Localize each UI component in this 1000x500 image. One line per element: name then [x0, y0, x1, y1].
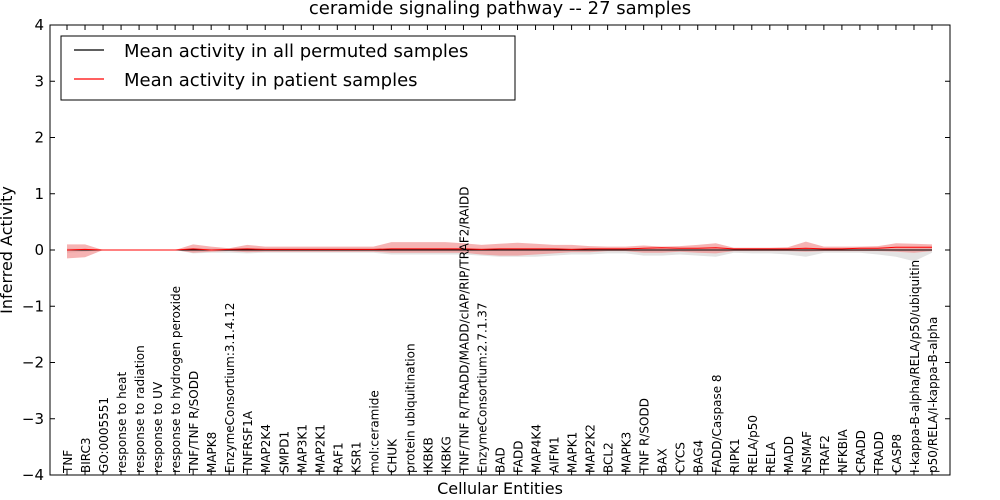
x-tick-label: MAP4K4: [530, 424, 544, 473]
x-tick-label: TNFRSF1A: [241, 410, 255, 474]
x-tick-label: response to UV: [151, 381, 165, 473]
x-tick-label: FADD/Caspase 8: [710, 374, 724, 473]
x-tick-label: MAP2K1: [313, 424, 327, 473]
legend: Mean activity in all permuted samples Me…: [60, 35, 516, 101]
series-lines: [66, 246, 932, 251]
line-series-1: [66, 246, 932, 251]
x-tick-label: I-kappa-B-alpha/RELA/p50/ubiquitin: [908, 260, 922, 473]
x-tick-label: GO:0005551: [97, 397, 111, 473]
x-tick-label: NFKBIA: [836, 428, 850, 473]
y-tick-label: 3: [34, 72, 44, 90]
y-tick-label: 4: [34, 16, 44, 34]
x-tick-label: MAPK8: [205, 432, 219, 473]
chart-title: ceramide signaling pathway -- 27 samples: [309, 0, 691, 19]
x-tick-label: MAP3K1: [295, 424, 309, 473]
x-tick-label: MADD: [782, 436, 796, 473]
x-tick-label: RELA/p50: [746, 415, 760, 473]
x-tick-label: MAPK1: [566, 432, 580, 473]
x-tick-label: TRAF2: [818, 435, 832, 474]
x-tick-label: response to heat: [115, 371, 129, 473]
x-tick-label: CRADD: [854, 430, 868, 473]
y-axis-ticks: 4 3 2 1 0 −1 −2 −3 −4: [22, 16, 950, 484]
x-tick-label: BCL2: [602, 442, 616, 473]
y-tick-label: −4: [22, 466, 44, 484]
x-tick-label: BAX: [656, 448, 670, 473]
x-tick-label: NSMAF: [800, 431, 814, 473]
legend-box: [60, 35, 516, 101]
y-tick-label: 1: [34, 185, 44, 203]
x-tick-label: BAD: [494, 447, 508, 473]
x-tick-label: RAF1: [331, 442, 345, 473]
x-tick-label: RELA: [764, 441, 778, 473]
y-tick-label: −2: [22, 354, 44, 372]
x-tick-label: EnzymeConsortium:2.7.1.37: [476, 302, 490, 473]
legend-label-patient: Mean activity in patient samples: [124, 70, 418, 91]
y-tick-label: 2: [34, 129, 44, 147]
x-tick-label: TNF/TNF R/SODD: [187, 371, 201, 474]
x-tick-label: response to hydrogen peroxide: [169, 286, 183, 473]
x-tick-label: KSR1: [349, 442, 363, 473]
x-axis-ticks: TNF BIRC3 GO:0005551 response to heat respon…: [61, 25, 940, 475]
x-tick-label: MAP2K4: [259, 424, 273, 473]
x-tick-label: CHUK: [385, 438, 399, 473]
x-tick-label: protein ubiquitination: [403, 343, 417, 473]
legend-label-permuted: Mean activity in all permuted samples: [124, 41, 468, 62]
plot-frame: [49, 24, 951, 476]
x-tick-label: SMPD1: [277, 431, 291, 473]
x-tick-label: FADD: [512, 441, 526, 474]
x-tick-label: MAPK3: [620, 432, 634, 473]
x-tick-label: MAP2K2: [584, 424, 598, 473]
x-tick-label: IKBKB: [421, 437, 435, 473]
x-tick-label: TRADD: [872, 431, 886, 474]
x-tick-label: CYCS: [674, 442, 688, 473]
x-tick-label: p50/RELA/I-kappa-B-alpha: [926, 317, 940, 473]
x-tick-label: response to radiation: [133, 345, 147, 473]
x-tick-label: BIRC3: [79, 437, 93, 473]
x-tick-label: AIFM1: [548, 436, 562, 473]
x-tick-label: mol:ceramide: [367, 390, 381, 473]
x-tick-label: EnzymeConsortium:3.1.4.12: [223, 302, 237, 473]
x-tick-label: TNF R/SODD: [638, 398, 652, 474]
x-tick-label: IKBKG: [439, 436, 453, 473]
x-tick-label: BAG4: [692, 440, 706, 473]
y-axis-label: Inferred Activity: [0, 186, 16, 314]
x-tick-label: TNF/TNF R/TRADD/MADD/cIAP/RIP/TRAF2/RAID…: [458, 187, 472, 475]
y-tick-label: 0: [34, 241, 44, 259]
y-tick-label: −3: [22, 410, 44, 428]
x-axis-label: Cellular Entities: [437, 479, 563, 498]
x-tick-label: RIPK1: [728, 438, 742, 473]
x-tick-label: CASP8: [890, 434, 904, 473]
y-tick-label: −1: [22, 297, 44, 315]
x-tick-label: TNF: [61, 450, 75, 474]
